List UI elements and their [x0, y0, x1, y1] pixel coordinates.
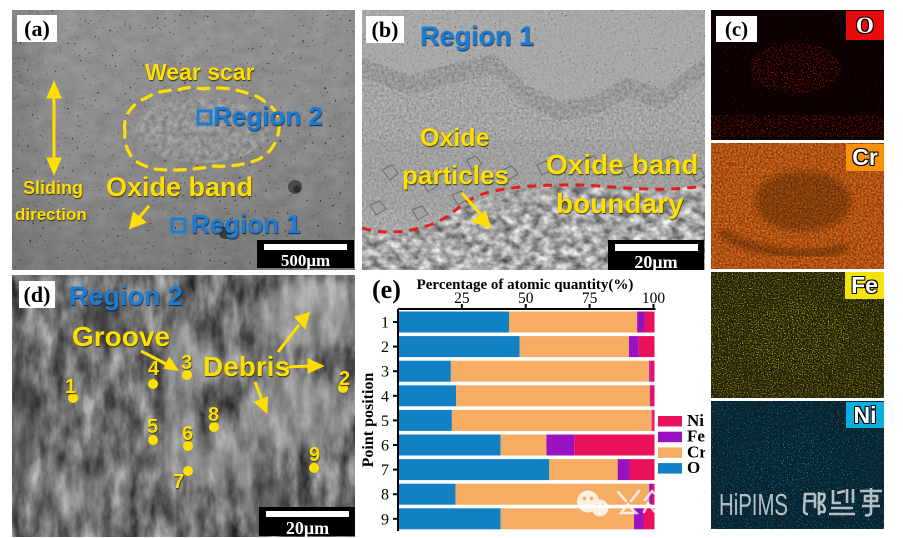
svg-text:25: 25 [454, 290, 470, 307]
svg-text:O: O [687, 458, 700, 477]
svg-text:4: 4 [381, 388, 389, 405]
svg-text:100: 100 [642, 290, 666, 307]
svg-text:6: 6 [381, 438, 389, 455]
svg-text:Ni: Ni [687, 411, 704, 430]
svg-text:HiPIMS: HiPIMS [719, 487, 788, 522]
svg-text:3: 3 [381, 364, 389, 381]
svg-text:50: 50 [518, 290, 534, 307]
svg-text:Cr: Cr [687, 442, 705, 461]
svg-text:2: 2 [381, 339, 389, 356]
svg-text:8: 8 [381, 487, 389, 504]
svg-text:Point position: Point position [360, 373, 377, 468]
svg-text:7: 7 [381, 462, 389, 479]
svg-text:1: 1 [381, 315, 389, 332]
svg-text:5: 5 [381, 413, 389, 430]
svg-text:Fe: Fe [687, 427, 705, 446]
svg-text:(e): (e) [372, 275, 401, 304]
svg-text:75: 75 [582, 290, 598, 307]
svg-text:9: 9 [381, 511, 389, 528]
svg-text:Percentage of atomic quantity(: Percentage of atomic quantity(%) [417, 277, 634, 293]
